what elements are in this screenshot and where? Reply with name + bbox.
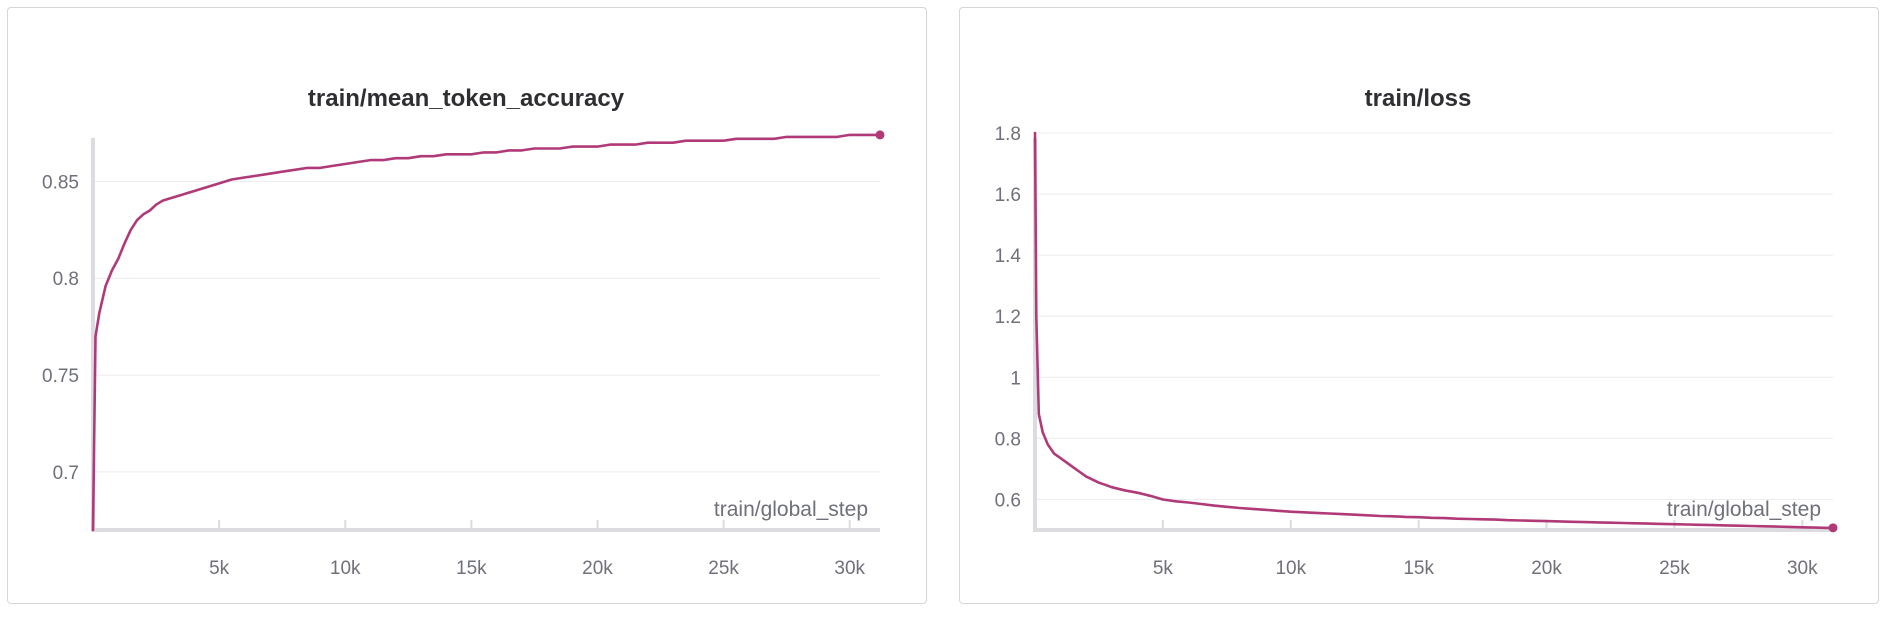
loss-y-tick-label: 1.8 (995, 124, 1021, 145)
accuracy-chart-panel: train/mean_token_accuracy 0.7 0.75 0.8 0.85 5… (7, 7, 927, 604)
accuracy-x-tick-label: 15k (456, 558, 487, 579)
loss-x-tick-label: 5k (1153, 558, 1174, 579)
loss-x-tick-label: 20k (1531, 558, 1562, 579)
accuracy-y-tick-label: 0.8 (53, 269, 79, 290)
accuracy-chart: train/mean_token_accuracy 0.7 0.75 0.8 0.85 5… (42, 85, 885, 579)
accuracy-x-tick-label: 20k (582, 558, 613, 579)
loss-x-axis-label: train/global_step (1667, 498, 1821, 521)
accuracy-x-tick-label: 30k (834, 558, 865, 579)
accuracy-series-line (91, 133, 882, 532)
accuracy-y-tick-label: 0.7 (53, 463, 79, 484)
loss-series-line (1033, 131, 1835, 530)
loss-y-tick-label: 1 (1010, 368, 1021, 389)
accuracy-y-tick-label: 0.85 (42, 172, 79, 193)
loss-chart-title: train/loss (1365, 85, 1472, 112)
loss-chart-panel: train/loss 0.6 0.8 1 1.2 1.4 1.6 1.8 5k 10k 15k 20k… (959, 7, 1879, 604)
accuracy-x-tick-label: 10k (330, 558, 361, 579)
accuracy-x-tick-label: 25k (708, 558, 739, 579)
loss-y-tick-label: 0.8 (995, 429, 1021, 450)
loss-y-tick-label: 1.4 (995, 246, 1022, 267)
loss-y-tick-label: 1.2 (995, 307, 1021, 328)
accuracy-series-endpoint (875, 130, 885, 140)
loss-y-tick-label: 1.6 (995, 185, 1021, 206)
accuracy-x-axis-label: train/global_step (714, 498, 868, 521)
loss-y-tick-label: 0.6 (995, 490, 1021, 511)
accuracy-chart-title: train/mean_token_accuracy (308, 85, 625, 112)
loss-x-tick-label: 10k (1275, 558, 1306, 579)
loss-x-tick-label: 15k (1403, 558, 1434, 579)
loss-series-endpoint (1828, 523, 1838, 533)
loss-x-tick-label: 30k (1787, 558, 1818, 579)
loss-chart: train/loss 0.6 0.8 1 1.2 1.4 1.6 1.8 5k 10k 15k 20k… (995, 85, 1838, 579)
accuracy-y-tick-label: 0.75 (42, 366, 79, 387)
loss-x-tick-label: 25k (1659, 558, 1690, 579)
accuracy-x-tick-label: 5k (209, 558, 230, 579)
